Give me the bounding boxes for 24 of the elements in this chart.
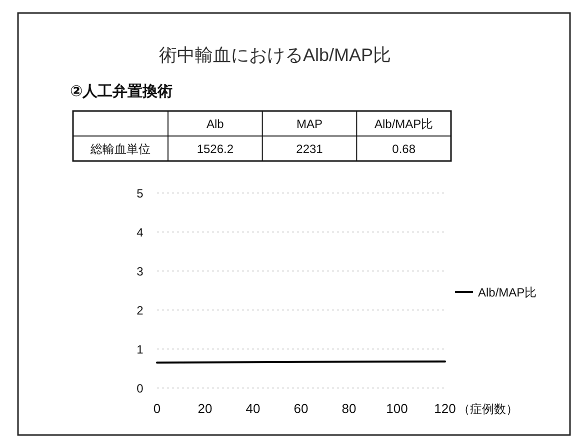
text: 術中輸血におけるAlb/MAP比 bbox=[158, 45, 392, 65]
x-tick-label: 20 bbox=[198, 401, 212, 416]
y-tick-label: 1 bbox=[136, 342, 144, 356]
x-tick-label: 0 bbox=[153, 401, 161, 416]
data-label: 1526.2 bbox=[196, 142, 234, 156]
y-tick-label: 2 bbox=[136, 304, 144, 318]
text: ②人工弁置換術 bbox=[70, 83, 173, 100]
category-label: Alb bbox=[206, 117, 224, 131]
y-tick-label: 3 bbox=[136, 264, 144, 278]
y-tick-label: 4 bbox=[136, 226, 144, 240]
x-axis-title: （症例数） bbox=[458, 402, 518, 416]
x-tick-label: 100 bbox=[386, 401, 408, 416]
y-tick-label: 5 bbox=[136, 186, 144, 200]
category-label: Alb/MAP比 bbox=[374, 117, 434, 131]
x-tick-label: 60 bbox=[294, 401, 308, 416]
text: 総輸血単位 bbox=[90, 142, 150, 156]
legend-label: Alb/MAP比 bbox=[478, 286, 537, 300]
x-tick-label: 80 bbox=[342, 401, 356, 416]
data-label: 0.68 bbox=[392, 142, 416, 156]
data-label: 2231 bbox=[296, 142, 324, 156]
category-label: MAP bbox=[296, 117, 323, 131]
y-tick-label: 0 bbox=[136, 382, 144, 396]
x-tick-label: 120 bbox=[434, 401, 456, 416]
x-tick-label: 40 bbox=[246, 401, 260, 416]
